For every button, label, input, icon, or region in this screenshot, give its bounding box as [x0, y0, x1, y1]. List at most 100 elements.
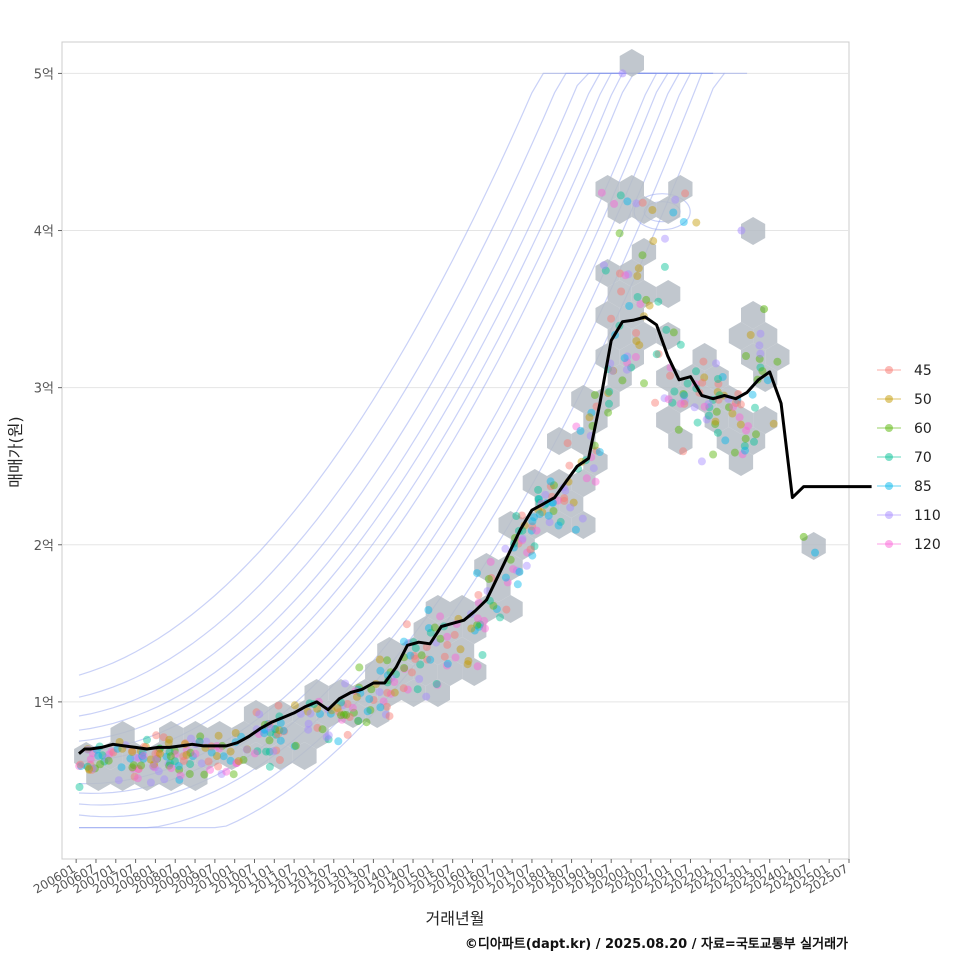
data-point: [541, 490, 550, 499]
data-point: [565, 461, 574, 470]
data-point: [137, 761, 146, 770]
density-contour: [78, 72, 714, 676]
data-point: [679, 390, 688, 398]
hexbin: [365, 700, 390, 728]
data-point: [705, 411, 713, 420]
hexbin: [753, 364, 778, 392]
data-point: [711, 420, 720, 429]
data-point: [96, 760, 105, 769]
data-point: [179, 756, 188, 765]
data-point: [517, 511, 526, 520]
data-point: [456, 645, 465, 654]
data-point: [618, 69, 627, 78]
data-point: [113, 744, 122, 753]
hexbin: [425, 679, 450, 707]
hexbin: [668, 427, 693, 455]
data-point: [503, 578, 512, 587]
hexbin: [183, 763, 208, 791]
data-point: [751, 403, 759, 412]
data-point: [476, 620, 485, 629]
data-point: [737, 226, 746, 235]
data-point: [718, 373, 727, 381]
data-point: [160, 775, 169, 784]
data-point: [197, 759, 206, 768]
data-point: [406, 651, 415, 660]
data-point: [182, 751, 191, 759]
hexbin: [571, 385, 596, 413]
legend-label: 110: [914, 508, 941, 524]
data-point: [171, 750, 180, 759]
hexbin: [619, 343, 644, 371]
hexbin: [631, 238, 657, 266]
data-point: [623, 358, 632, 367]
data-point: [709, 450, 718, 459]
data-point: [443, 632, 452, 641]
data-point: [276, 736, 285, 745]
data-point: [214, 731, 223, 740]
hexbin: [704, 406, 729, 434]
data-point: [473, 662, 482, 671]
data-point: [669, 328, 678, 337]
data-point: [167, 764, 176, 773]
data-point: [702, 415, 711, 424]
data-point: [275, 726, 284, 735]
data-point: [546, 482, 555, 491]
hexbin: [437, 658, 463, 686]
data-point: [760, 305, 769, 314]
data-point: [599, 261, 608, 270]
data-point: [341, 679, 350, 688]
hexbin: [183, 721, 208, 749]
data-point: [187, 734, 195, 743]
data-point: [618, 376, 627, 385]
data-point: [275, 756, 284, 764]
data-point: [324, 735, 333, 744]
data-point: [382, 702, 391, 711]
hexbin: [280, 721, 305, 749]
data-point: [506, 555, 515, 564]
data-point: [514, 539, 523, 548]
hexbin: [207, 721, 232, 749]
data-point: [755, 341, 764, 350]
data-point: [334, 737, 343, 746]
data-point: [729, 402, 738, 411]
data-point: [271, 725, 280, 734]
data-point: [411, 654, 420, 663]
hexbin: [522, 469, 547, 497]
density-contour: [78, 72, 691, 806]
data-point: [94, 751, 103, 760]
hexbin: [631, 322, 657, 350]
data-point: [134, 753, 143, 762]
hexbin: [292, 700, 317, 728]
data-point: [417, 651, 426, 660]
data-point: [530, 542, 539, 551]
data-point: [545, 518, 554, 527]
data-point: [262, 747, 271, 756]
data-point: [303, 707, 312, 716]
hexbin: [486, 574, 511, 602]
data-point: [170, 757, 179, 766]
data-point: [260, 729, 269, 738]
data-point: [146, 778, 155, 787]
data-point: [75, 762, 84, 770]
y-tick-label: 1억: [34, 696, 54, 711]
hexbin: [741, 301, 766, 329]
data-point: [399, 637, 408, 646]
data-point: [769, 419, 778, 428]
data-point: [440, 652, 449, 661]
data-point: [253, 747, 262, 756]
data-point: [134, 765, 143, 774]
data-point: [676, 340, 685, 349]
data-point: [274, 701, 283, 710]
hexbin: [547, 427, 572, 455]
density-contour: [78, 72, 702, 698]
hexbin: [716, 385, 741, 413]
density-contour: [78, 72, 691, 717]
data-point: [146, 755, 155, 764]
hexbin: [741, 427, 766, 455]
data-point: [622, 365, 631, 374]
data-point: [576, 426, 585, 435]
data-point: [661, 234, 669, 243]
hexbin: [619, 175, 644, 203]
data-point: [744, 422, 753, 431]
data-point: [88, 749, 97, 758]
